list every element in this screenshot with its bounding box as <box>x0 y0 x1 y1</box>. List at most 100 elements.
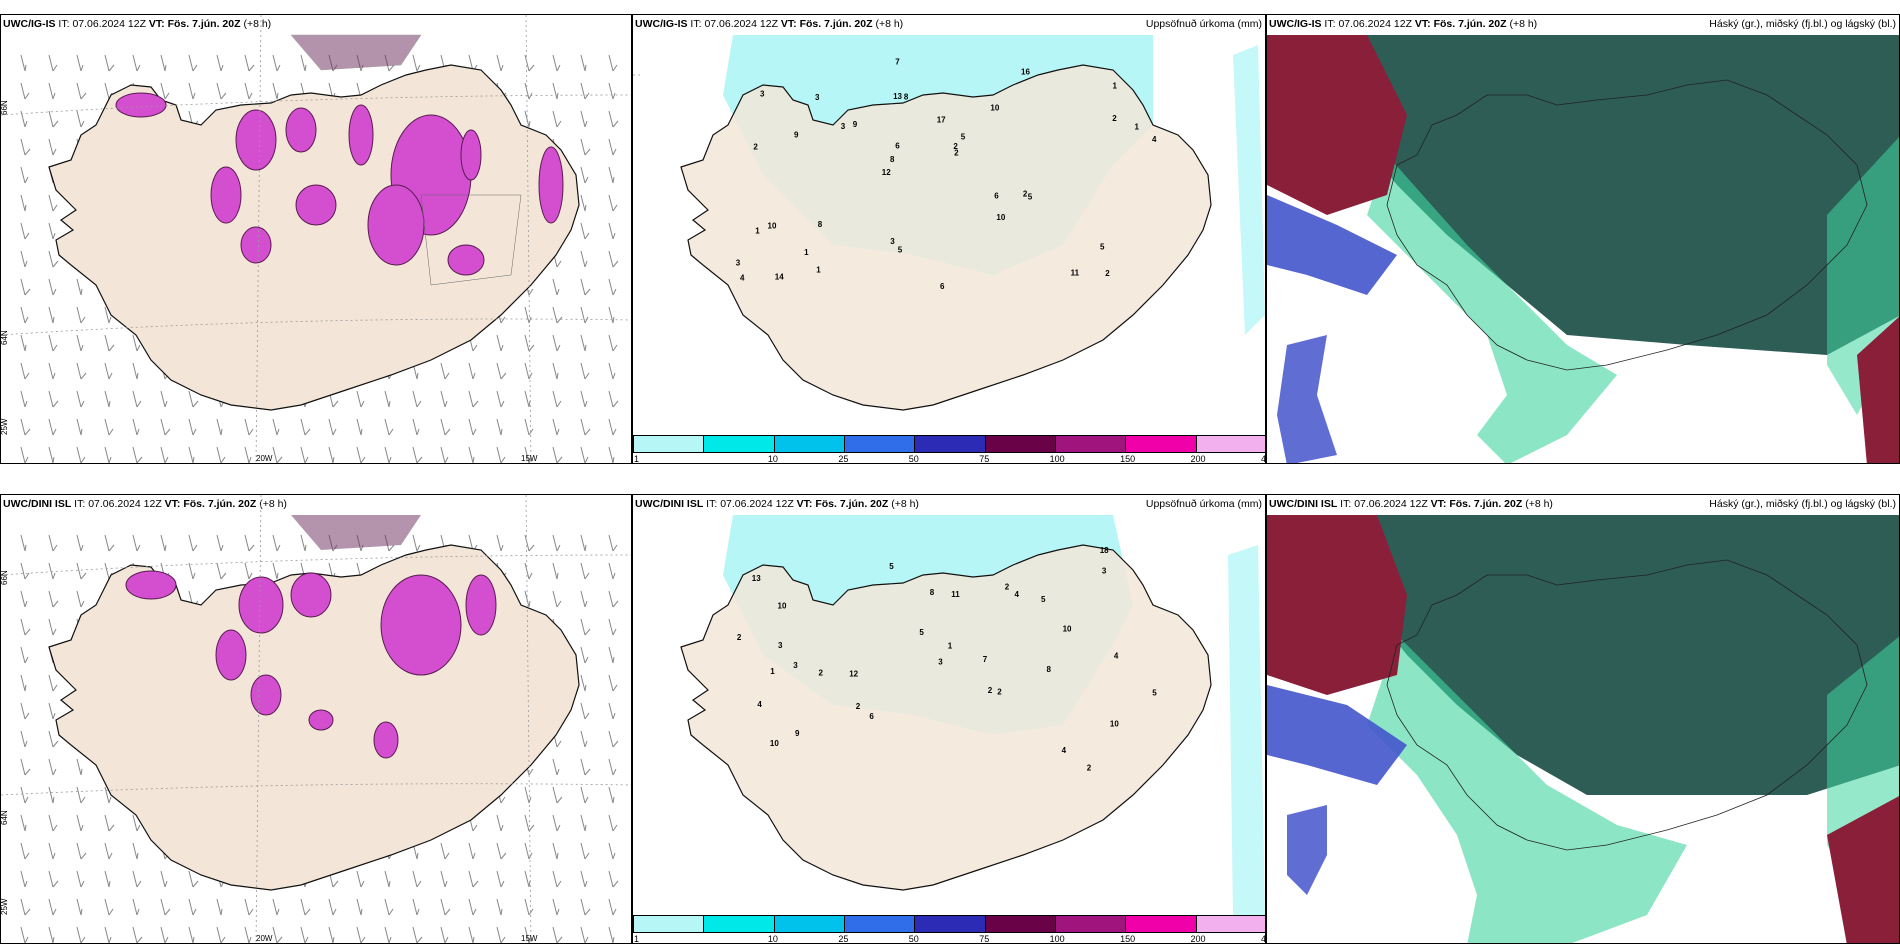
wind-barb <box>496 334 504 352</box>
colorbar-segment <box>1196 916 1265 932</box>
wind-barb <box>76 870 85 888</box>
wind-barb <box>384 446 392 463</box>
wind-barb <box>188 446 195 463</box>
wind-barb <box>272 54 281 72</box>
cloud-red-area <box>1267 515 1407 695</box>
wind-barb <box>328 926 335 943</box>
lon-label-15w: 15W <box>521 934 538 943</box>
colorbar-label: 100 <box>1049 934 1065 944</box>
wind-barb <box>300 418 311 436</box>
precip-value-label: 9 <box>795 729 800 738</box>
wind-barb <box>580 194 587 212</box>
cloud-blue-area <box>1267 195 1397 295</box>
precip-value-label: 4 <box>1152 135 1157 144</box>
colorbar-label: 10 <box>767 934 778 944</box>
grid-lines <box>1 15 631 463</box>
wind-barb <box>608 898 617 916</box>
wind-barb <box>552 842 559 860</box>
wind-barb <box>608 138 617 156</box>
wind-barb <box>20 786 29 804</box>
colorbar-segment <box>774 436 845 452</box>
colorbar-segment <box>1126 436 1197 452</box>
wind-barb <box>524 842 533 860</box>
wind-barb <box>552 590 562 608</box>
wind-barb <box>272 898 280 916</box>
precip-value-label: 3 <box>793 661 798 670</box>
wind-barb <box>552 786 563 804</box>
lat-label-66n: 66N <box>1 100 9 115</box>
precip-value-label: 10 <box>996 213 1005 222</box>
wind-barb <box>76 418 83 436</box>
wind-barb <box>580 646 589 664</box>
wind-barb <box>328 418 337 436</box>
wind-barb <box>608 222 616 240</box>
precip-value-label: 2 <box>997 688 1002 697</box>
precip-value-label: 12 <box>882 168 891 177</box>
precip-value-label: 16 <box>1021 68 1030 77</box>
wind-barb <box>440 870 448 888</box>
wind-barb <box>20 194 27 212</box>
wind-barb <box>608 54 618 72</box>
wind-barb <box>440 390 448 408</box>
precip-value-label: 4 <box>1062 746 1067 755</box>
wind-barb <box>132 814 141 832</box>
wind-barb <box>20 82 30 100</box>
wind-barb <box>48 674 58 692</box>
wind-barb <box>20 166 29 184</box>
wind-barb <box>524 786 532 804</box>
wind-barb <box>20 618 31 636</box>
wind-panel-row1: UWC/IG-IS IT: 07.06.2024 12Z VT: Fös. 7.… <box>0 14 632 464</box>
wind-barb <box>160 82 170 100</box>
wind-barb <box>608 562 616 580</box>
wind-barb <box>160 534 167 552</box>
wind-barb <box>580 82 590 100</box>
wind-barb <box>524 362 533 380</box>
precip-value-label: 4 <box>1114 651 1119 660</box>
wind-barb <box>188 418 197 436</box>
precip-title: Uppsöfnuð úrkoma (mm) <box>1145 18 1262 30</box>
precip-value-label: 3 <box>815 93 820 102</box>
colorbar-label: 100 <box>1049 454 1065 464</box>
wind-barb <box>132 870 142 888</box>
grid-lines <box>1 495 631 943</box>
wind-barb <box>20 702 30 720</box>
wind-barb <box>412 446 423 463</box>
cloud-map <box>1267 515 1899 943</box>
wind-barb <box>160 446 169 463</box>
precip-value-label: 1 <box>755 226 760 235</box>
cloud-green-band <box>1367 635 1687 943</box>
wind-barb <box>580 590 588 608</box>
wind-barb <box>356 870 365 888</box>
colorbar-labels: 1 10 25 50 75 100 150 200 400 <box>633 454 1265 464</box>
wind-barb <box>356 898 363 916</box>
wind-barb <box>20 562 30 580</box>
hatched-area <box>290 34 522 286</box>
wind-barb <box>524 870 531 888</box>
wind-barb <box>160 390 168 408</box>
wind-barb <box>608 842 616 860</box>
wind-barb <box>20 814 27 832</box>
wind-barb <box>244 82 253 100</box>
cloud-red-area-east <box>1827 796 1899 943</box>
wind-barb <box>608 418 617 436</box>
wind-barb <box>76 362 87 380</box>
wind-barb <box>104 306 112 324</box>
colorbar-segment <box>1055 436 1127 452</box>
wind-barb <box>132 446 143 463</box>
wind-barb <box>496 418 503 436</box>
colorbar-label: 25 <box>838 454 849 464</box>
precip-value-label: 11 <box>1071 268 1080 277</box>
wind-barb <box>104 446 112 463</box>
colorbar-segment <box>844 436 916 452</box>
wind-barb <box>76 926 86 943</box>
wind-barb <box>272 446 283 463</box>
wind-barb <box>300 926 309 943</box>
wind-barb <box>48 418 57 436</box>
wind-barb <box>608 278 617 296</box>
colorbar-label: 1 <box>634 454 640 464</box>
wind-barb <box>244 562 253 580</box>
precip-blobs <box>125 570 497 759</box>
hatched-area <box>291 515 421 550</box>
wind-barb <box>216 54 224 72</box>
precip-value-label: 3 <box>760 90 765 99</box>
